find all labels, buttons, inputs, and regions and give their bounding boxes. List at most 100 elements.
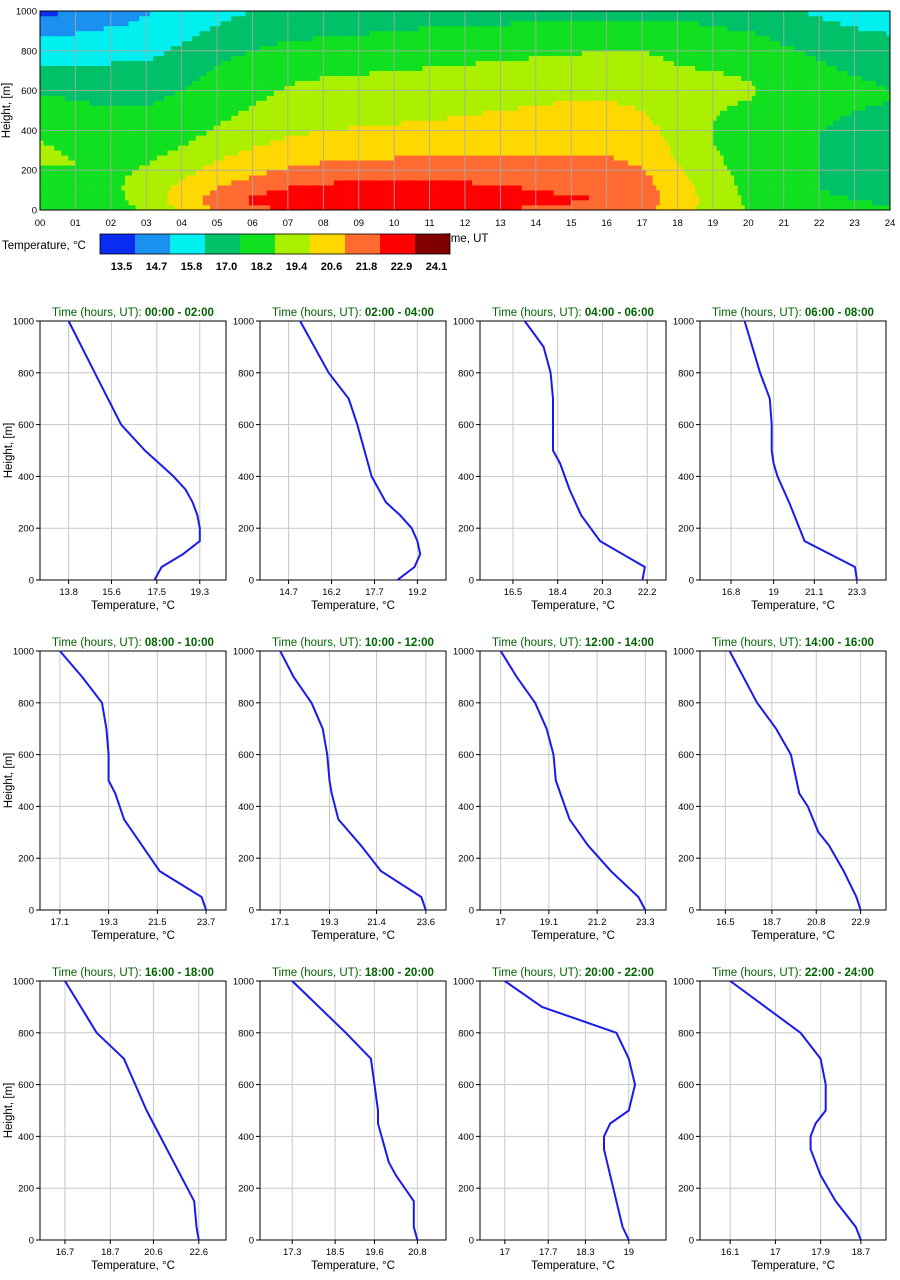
heatmap-cell (210, 110, 214, 116)
heatmap-cell (57, 145, 62, 151)
heatmap-cell (461, 110, 466, 116)
heatmap-cell (241, 60, 246, 67)
heatmap-cell (344, 145, 349, 151)
heatmap-cell (270, 125, 275, 131)
heatmap-cell (411, 25, 416, 32)
heatmap-cell (68, 60, 73, 67)
heatmap-cell (57, 100, 62, 106)
heatmap-cell (457, 80, 462, 86)
heatmap-cell (475, 160, 480, 166)
heatmap-cell (252, 30, 257, 37)
heatmap-cell (422, 165, 427, 171)
heatmap-cell (408, 175, 413, 181)
heatmap-cell (132, 150, 136, 156)
heatmap-cell (163, 165, 168, 171)
heatmap-cell (47, 35, 51, 42)
heatmap-cell (64, 195, 69, 201)
heatmap-cell (132, 155, 136, 161)
heatmap-cell (287, 180, 292, 186)
heatmap-cell (418, 105, 423, 111)
heatmap-cell (355, 160, 360, 166)
heatmap-cell (213, 185, 218, 191)
heatmap-cell (390, 60, 395, 67)
heatmap-cell (415, 40, 420, 47)
heatmap-cell (153, 175, 158, 181)
heatmap-cell (291, 165, 296, 171)
heatmap-cell (135, 105, 140, 111)
heatmap-cell (365, 120, 370, 126)
heatmap-cell (86, 85, 90, 91)
heatmap-cell (376, 135, 381, 141)
heatmap-cell (355, 35, 360, 42)
heatmap-cell (149, 140, 154, 146)
heatmap-cell (195, 35, 200, 42)
heatmap-cell (362, 165, 367, 171)
heatmap-cell (248, 165, 253, 171)
heatmap-cell (234, 125, 239, 131)
heatmap-cell (472, 11, 476, 17)
heatmap-cell (450, 115, 455, 121)
heatmap-cell (337, 40, 342, 47)
heatmap-cell (71, 105, 76, 111)
heatmap-cell (319, 205, 324, 211)
heatmap-cell (323, 180, 328, 186)
heatmap-cell (149, 90, 154, 96)
heatmap-cell (64, 85, 69, 91)
heatmap-cell (199, 135, 204, 141)
heatmap-cell (280, 85, 285, 91)
heatmap-cell (40, 65, 44, 71)
heatmap-cell (54, 11, 59, 17)
heatmap-cell (415, 175, 420, 181)
heatmap-cell (387, 65, 391, 71)
heatmap-cell (309, 140, 314, 146)
heatmap-cell (277, 200, 282, 206)
heatmap-cell (422, 170, 427, 176)
heatmap-cell (305, 40, 310, 47)
heatmap-cell (475, 130, 480, 136)
heatmap-cell (217, 155, 221, 161)
heatmap-cell (436, 135, 441, 141)
heatmap-cell (408, 60, 413, 67)
heatmap-cell (319, 180, 324, 186)
heatmap-cell (210, 140, 214, 146)
heatmap-cell (142, 85, 147, 91)
heatmap-cell (390, 160, 395, 166)
heatmap-cell (167, 115, 172, 121)
heatmap-cell (372, 115, 377, 121)
heatmap-cell (146, 145, 151, 151)
heatmap-cell (465, 85, 469, 91)
heatmap-cell (411, 60, 416, 67)
heatmap-cell (71, 100, 76, 106)
heatmap-cell (323, 130, 328, 136)
heatmap-cell (103, 145, 108, 151)
heatmap-cell (96, 170, 101, 176)
heatmap-cell (40, 11, 44, 17)
heatmap-cell (447, 90, 452, 96)
heatmap-cell (344, 15, 349, 22)
heatmap-cell (475, 115, 480, 121)
heatmap-cell (117, 35, 122, 42)
heatmap-cell (185, 20, 190, 27)
heatmap-cell (107, 45, 112, 52)
heatmap-cell (447, 140, 452, 146)
heatmap-cell (68, 25, 73, 32)
heatmap-cell (50, 105, 55, 111)
heatmap-cell (436, 55, 441, 62)
heatmap-cell (415, 90, 420, 96)
heatmap-cell (390, 45, 395, 52)
heatmap-cell (475, 40, 480, 47)
heatmap-cell (206, 45, 211, 52)
heatmap-cell (96, 30, 101, 37)
heatmap-cell (319, 85, 324, 91)
heatmap-cell (248, 125, 253, 131)
heatmap-cell (333, 45, 338, 52)
heatmap-cell (78, 90, 83, 96)
heatmap-cell (259, 95, 264, 101)
heatmap-cell (330, 105, 335, 111)
heatmap-cell (135, 15, 140, 22)
heatmap-cell (426, 65, 430, 71)
heatmap-cell (248, 40, 253, 47)
heatmap-cell (316, 155, 321, 161)
heatmap-cell (365, 70, 370, 76)
heatmap-cell (93, 110, 97, 116)
